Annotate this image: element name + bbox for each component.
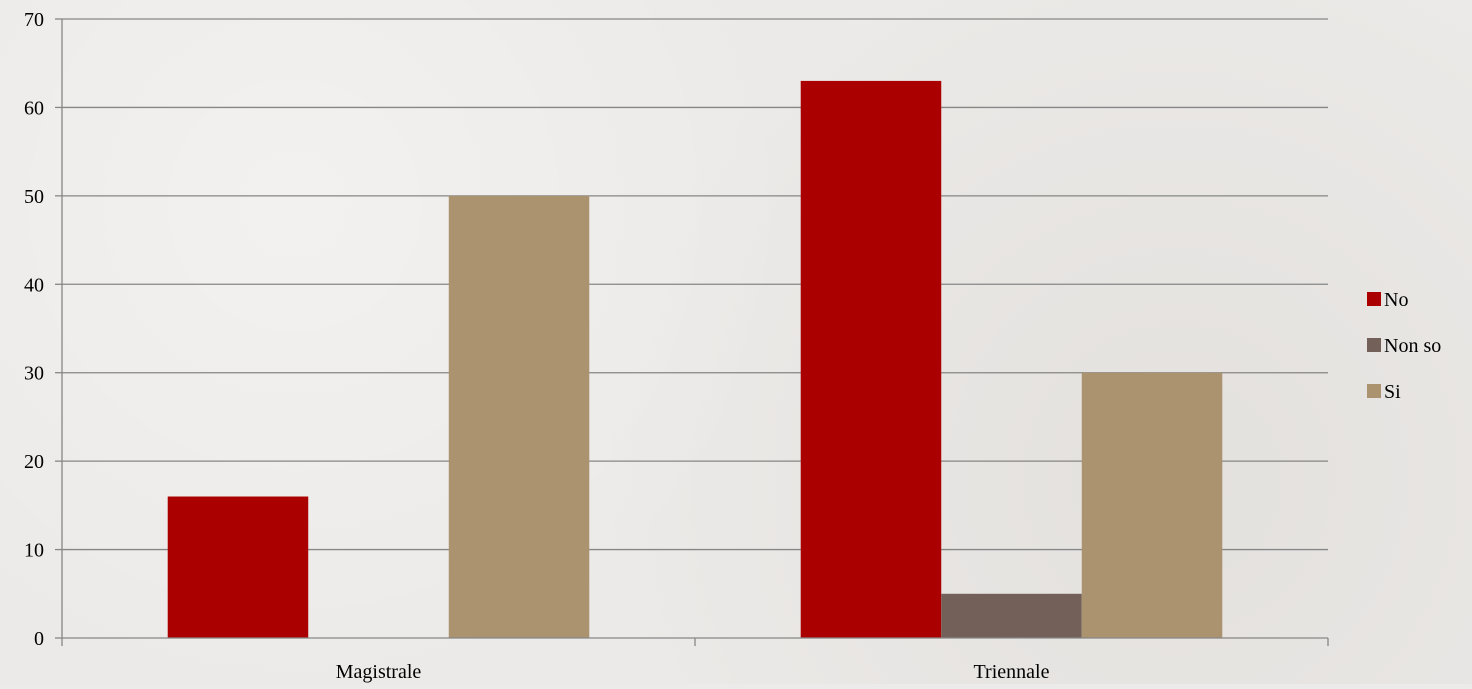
bar-non-so-triennale: [941, 593, 1082, 638]
y-tick-label: 30: [24, 363, 44, 385]
bar-si-triennale: [1081, 372, 1223, 638]
y-tick-label: 60: [24, 97, 44, 119]
legend: No Non so Si: [1367, 289, 1441, 403]
legend-swatch: [1367, 292, 1381, 306]
y-tick-labels: 0 10 20 30 40 50 60 70: [24, 9, 44, 650]
x-tick-labels: Magistrale Triennale: [336, 661, 1050, 683]
y-tick-label: 0: [34, 628, 44, 650]
y-tick-label: 50: [24, 186, 44, 208]
bars: [167, 80, 1223, 638]
bar-no-triennale: [800, 80, 942, 638]
bar-si-magistrale: [448, 195, 590, 638]
x-tick-label: Triennale: [974, 661, 1050, 683]
legend-label: Non so: [1384, 335, 1441, 357]
grid-lines: [62, 18, 1328, 551]
y-tick-label: 40: [24, 274, 44, 296]
y-tick-label: 20: [24, 451, 44, 473]
bar-no-magistrale: [167, 496, 309, 638]
legend-swatch: [1367, 384, 1381, 398]
legend-label: No: [1384, 289, 1408, 311]
legend-swatch: [1367, 338, 1381, 352]
x-tick-label: Magistrale: [336, 661, 422, 683]
legend-item-non-so: Non so: [1367, 335, 1441, 357]
legend-item-no: No: [1367, 289, 1408, 311]
y-tick-label: 70: [24, 9, 44, 31]
legend-item-si: Si: [1367, 381, 1401, 403]
axes: [55, 18, 1329, 646]
y-tick-label: 10: [24, 540, 44, 562]
legend-label: Si: [1384, 381, 1401, 403]
